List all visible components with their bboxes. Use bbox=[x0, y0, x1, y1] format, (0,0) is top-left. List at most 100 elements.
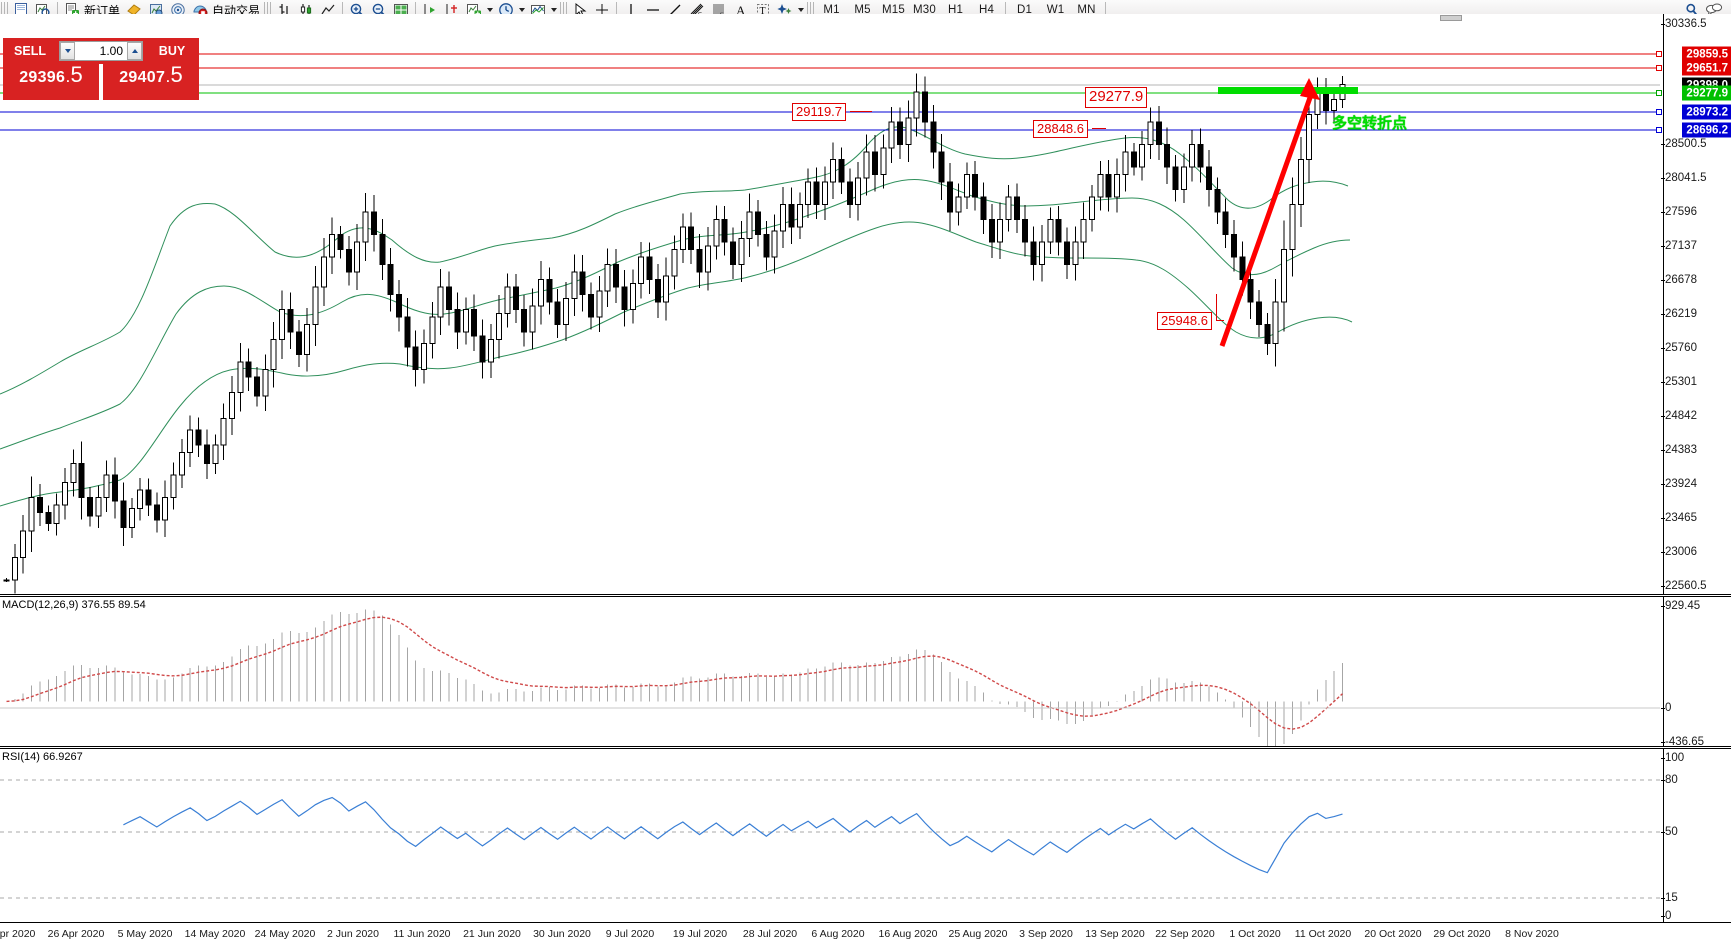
green-support-band bbox=[1218, 87, 1358, 94]
timeframe-m30[interactable]: M30 bbox=[913, 4, 937, 16]
macd-ytick-0: 929.45 bbox=[1660, 600, 1701, 612]
toolbar-divider bbox=[57, 2, 58, 18]
timeframe-m1[interactable]: M1 bbox=[823, 4, 840, 16]
annotation-25948-leader-h bbox=[1216, 320, 1224, 321]
price-ytick-13: 23006 bbox=[1661, 546, 1697, 558]
toolbar-divider-6 bbox=[1105, 2, 1107, 18]
date-tick: 22 Sep 2020 bbox=[1155, 928, 1215, 940]
price-pane[interactable]: 29119.7 29277.9 28848.6 25948.6 多空转折点 29… bbox=[0, 14, 1731, 598]
annotation-29119-leader bbox=[850, 111, 872, 112]
sell-price-fraction: 5 bbox=[70, 62, 83, 87]
price-tag-28973: 28973.2 bbox=[1682, 104, 1731, 120]
rsi-ytick-1: 80 bbox=[1661, 774, 1678, 786]
annotation-28848[interactable]: 28848.6 bbox=[1033, 120, 1088, 138]
date-tick: 26 Apr 2020 bbox=[47, 928, 105, 940]
price-ytick-4: 27137 bbox=[1661, 240, 1697, 252]
timeframe-w1[interactable]: W1 bbox=[1046, 4, 1065, 16]
annotation-29119[interactable]: 29119.7 bbox=[792, 103, 847, 121]
templates-chevron-down-icon[interactable] bbox=[549, 1, 559, 20]
price-ytick-11: 23924 bbox=[1661, 478, 1697, 490]
macd-pane[interactable]: MACD(12,26,9) 376.55 89.54 929.45 0 -436… bbox=[0, 598, 1731, 750]
annotation-29277[interactable]: 29277.9 bbox=[1085, 87, 1148, 108]
date-tick: 8 Nov 2020 bbox=[1505, 928, 1559, 940]
hline-handle-29277[interactable] bbox=[1656, 90, 1662, 96]
period-chevron-down-icon[interactable] bbox=[517, 1, 527, 20]
macd-indicator-label: MACD(12,26,9) 376.55 89.54 bbox=[2, 599, 146, 611]
date-axis: 6 Apr 2020 26 Apr 2020 5 May 2020 14 May 20… bbox=[0, 922, 1731, 942]
date-tick: 6 Apr 2020 bbox=[0, 928, 36, 940]
timeframe-mn[interactable]: MN bbox=[1077, 4, 1096, 16]
timeframe-h4[interactable]: H4 bbox=[978, 4, 995, 16]
annotation-29277-leader bbox=[1167, 93, 1731, 94]
hline-handle-28696[interactable] bbox=[1656, 127, 1662, 133]
timeframe-d1[interactable]: D1 bbox=[1016, 4, 1033, 16]
price-ytick-14: 22560.5 bbox=[1661, 580, 1707, 592]
sell-price-integer: 29396 bbox=[19, 69, 66, 86]
shapes-chevron-down-icon[interactable] bbox=[796, 1, 806, 20]
toolbar-grip-2[interactable] bbox=[264, 1, 272, 19]
price-ytick-1: 28500.5 bbox=[1661, 138, 1707, 150]
bar-chart-icon[interactable] bbox=[273, 1, 295, 20]
one-click-trading-panel[interactable]: SELL 1.00 BUY 29396 . 5 29407 . 5 bbox=[3, 38, 199, 100]
text-label-icon[interactable]: T bbox=[752, 1, 774, 20]
hline-handle-29859[interactable] bbox=[1656, 51, 1662, 57]
timeframe-m5[interactable]: M5 bbox=[854, 4, 871, 16]
date-tick: 20 Oct 2020 bbox=[1364, 928, 1422, 940]
chat-icon[interactable] bbox=[1703, 1, 1725, 20]
volume-stepper[interactable]: 1.00 bbox=[59, 41, 143, 61]
date-tick: 24 May 2020 bbox=[254, 928, 316, 940]
volume-value[interactable]: 1.00 bbox=[99, 44, 123, 58]
date-tick: 25 Aug 2020 bbox=[948, 928, 1008, 940]
expert-advisor-icon[interactable] bbox=[123, 1, 145, 20]
date-tick: 13 Sep 2020 bbox=[1085, 928, 1145, 940]
toolbar-divider-4 bbox=[616, 2, 618, 18]
add-indicator-chevron-down-icon[interactable] bbox=[485, 1, 495, 20]
rsi-ytick-0: 100 bbox=[1660, 752, 1685, 764]
pane-separator-macd-rsi[interactable] bbox=[0, 746, 1731, 749]
rsi-indicator-label: RSI(14) 66.9267 bbox=[2, 751, 83, 763]
hline-handle-28973[interactable] bbox=[1656, 109, 1662, 115]
toolbar-grip[interactable] bbox=[1, 1, 8, 19]
chart-scroll-handle[interactable] bbox=[1440, 15, 1462, 21]
volume-increase-button[interactable] bbox=[127, 42, 142, 60]
trendline-icon[interactable] bbox=[664, 1, 686, 20]
toolbar-grip-3[interactable] bbox=[560, 1, 568, 19]
macd-axis-line bbox=[1663, 598, 1664, 750]
sell-button[interactable]: SELL bbox=[3, 38, 57, 64]
annotation-28848-leader bbox=[1092, 128, 1106, 129]
rsi-ytick-2: 50 bbox=[1661, 826, 1678, 838]
toolbar-divider-3 bbox=[415, 2, 417, 18]
price-tag-28696: 28696.2 bbox=[1682, 122, 1731, 138]
date-tick: 28 Jul 2020 bbox=[742, 928, 798, 940]
svg-text:A: A bbox=[736, 3, 746, 18]
volume-decrease-button[interactable] bbox=[60, 42, 75, 60]
date-tick: 6 Aug 2020 bbox=[811, 928, 865, 940]
text-icon[interactable]: A bbox=[730, 1, 752, 20]
red-trendline-arrow-icon bbox=[1300, 78, 1320, 100]
date-tick: 16 Aug 2020 bbox=[878, 928, 938, 940]
shapes-icon[interactable] bbox=[774, 1, 796, 20]
pane-separator-price-macd[interactable] bbox=[0, 594, 1731, 597]
volume-container: 1.00 bbox=[57, 38, 145, 64]
sell-price[interactable]: 29396 . 5 bbox=[3, 64, 99, 100]
toolbar-grip-4[interactable] bbox=[807, 1, 815, 19]
hline-handle-29651[interactable] bbox=[1656, 65, 1662, 71]
toolbar-divider-5 bbox=[1005, 2, 1007, 18]
price-ytick-3: 27596 bbox=[1661, 206, 1697, 218]
buy-price[interactable]: 29407 . 5 bbox=[103, 64, 199, 100]
date-tick: 11 Oct 2020 bbox=[1294, 928, 1352, 940]
macd-histogram bbox=[14, 609, 1343, 749]
rsi-pane[interactable]: RSI(14) 66.9267 100 80 50 15 0 bbox=[0, 750, 1731, 922]
horizontal-line-icon[interactable] bbox=[642, 1, 664, 20]
rsi-ytick-4: 0 bbox=[1660, 910, 1672, 922]
buy-button[interactable]: BUY bbox=[145, 38, 199, 64]
timeframe-h1[interactable]: H1 bbox=[947, 4, 964, 16]
buy-price-integer: 29407 bbox=[119, 69, 166, 86]
timeframe-m15[interactable]: M15 bbox=[882, 4, 906, 16]
navigator-icon[interactable] bbox=[167, 1, 189, 20]
price-axis-line bbox=[1663, 14, 1664, 598]
date-tick: 29 Oct 2020 bbox=[1433, 928, 1491, 940]
annotation-25948[interactable]: 25948.6 bbox=[1157, 312, 1212, 330]
candlestick-chart-icon[interactable] bbox=[295, 1, 317, 20]
